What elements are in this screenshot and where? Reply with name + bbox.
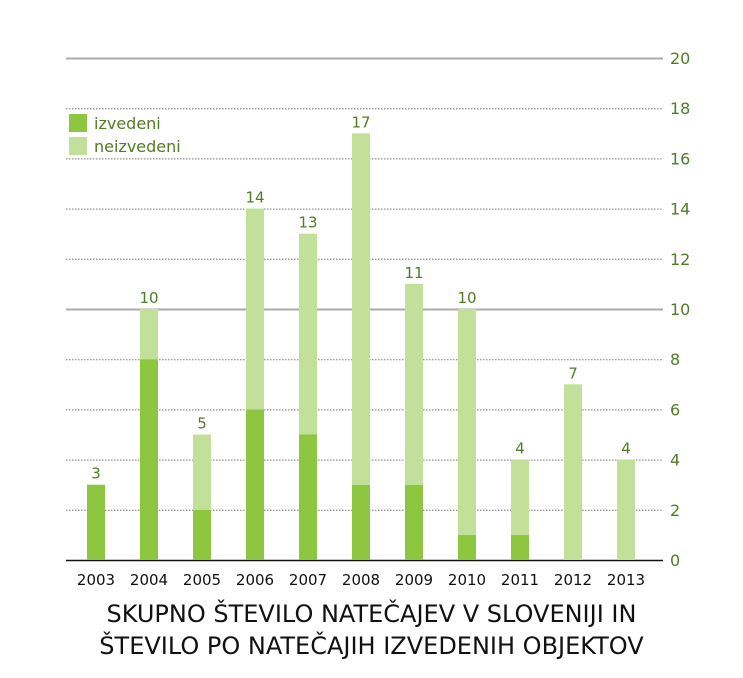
y-tick-label: 6: [670, 400, 680, 419]
bar-neizvedeni: [511, 459, 529, 535]
y-tick-label: 16: [670, 149, 690, 168]
x-tick-label: 2008: [342, 571, 380, 589]
bar-izvedeni: [140, 359, 158, 560]
x-tick-label: 2006: [236, 571, 274, 589]
data-label: 10: [457, 289, 476, 307]
legend-swatch-neizvedeni: [69, 137, 87, 155]
bar-neizvedeni: [405, 283, 423, 485]
bar-neizvedeni: [246, 208, 264, 410]
data-label: 7: [568, 364, 578, 382]
y-tick-label: 8: [670, 350, 680, 369]
bar-neizvedeni: [193, 434, 211, 510]
bar-izvedeni: [299, 434, 317, 560]
bar-neizvedeni: [564, 384, 582, 560]
x-tick-label: 2004: [130, 571, 168, 589]
x-tick-label: 2012: [554, 571, 592, 589]
data-label: 13: [298, 214, 317, 232]
y-tick-label: 0: [670, 551, 680, 570]
bar-izvedeni: [458, 534, 476, 560]
y-tick-label: 2: [670, 501, 680, 520]
y-tick-label: 12: [670, 250, 690, 269]
x-tick-label: 2010: [448, 571, 486, 589]
data-label: 3: [91, 465, 101, 483]
data-label: 11: [404, 264, 423, 282]
bar-neizvedeni: [617, 459, 635, 560]
bar-izvedeni: [246, 409, 264, 560]
data-label: 4: [515, 440, 525, 458]
legend-label-neizvedeni: neizvedeni: [94, 137, 181, 156]
y-tick-label: 4: [670, 451, 680, 470]
bar-izvedeni: [193, 509, 211, 560]
bar-izvedeni: [352, 484, 370, 560]
y-tick-label: 10: [670, 300, 690, 319]
data-label: 10: [139, 289, 158, 307]
bar-neizvedeni: [458, 309, 476, 535]
data-label: 4: [621, 440, 631, 458]
data-label: 17: [351, 113, 370, 131]
x-tick-label: 2005: [183, 571, 221, 589]
x-tick-label: 2009: [395, 571, 433, 589]
bar-izvedeni: [87, 484, 105, 560]
x-tick-label: 2011: [501, 571, 539, 589]
bar-izvedeni: [511, 534, 529, 560]
bar-neizvedeni: [352, 133, 370, 485]
bar-neizvedeni: [140, 309, 158, 360]
legend-label-izvedeni: izvedeni: [94, 114, 161, 133]
data-label: 5: [197, 415, 207, 433]
y-tick-label: 18: [670, 99, 690, 118]
bar-neizvedeni: [299, 233, 317, 435]
chart-title-line-2: ŠTEVILO PO NATEČAJIH IZVEDENIH OBJEKTOV: [99, 632, 644, 660]
x-tick-label: 2013: [607, 571, 645, 589]
y-tick-label: 14: [670, 200, 690, 219]
legend-swatch-izvedeni: [69, 114, 87, 132]
chart-title-line-1: SKUPNO ŠTEVILO NATEČAJEV V SLOVENIJI IN: [106, 600, 637, 628]
x-tick-label: 2003: [77, 571, 115, 589]
chart-title: SKUPNO ŠTEVILO NATEČAJEV V SLOVENIJI IN …: [0, 598, 743, 662]
y-tick-label: 20: [670, 49, 690, 68]
data-label: 14: [245, 189, 264, 207]
bar-izvedeni: [405, 484, 423, 560]
x-tick-label: 2007: [289, 571, 327, 589]
